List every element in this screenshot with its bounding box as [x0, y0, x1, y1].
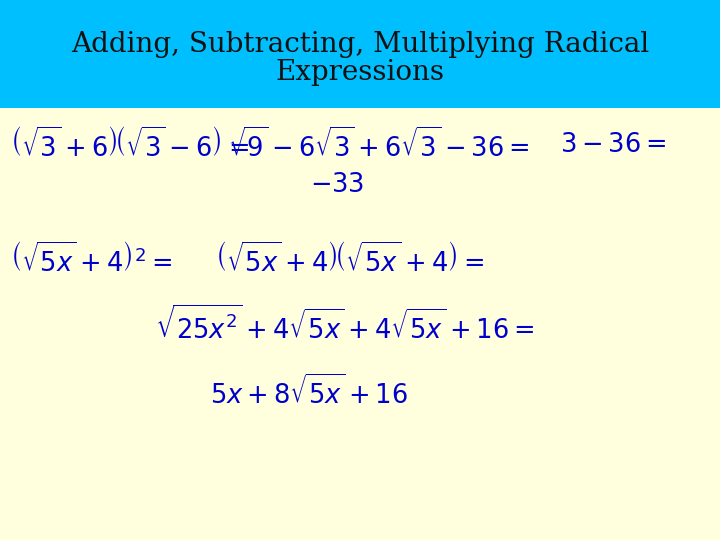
Text: $3-36=$: $3-36=$ — [560, 132, 667, 158]
Text: Expressions: Expressions — [276, 58, 444, 85]
Text: $\sqrt{25x^{2}}+4\sqrt{5x}+4\sqrt{5x}+16=$: $\sqrt{25x^{2}}+4\sqrt{5x}+4\sqrt{5x}+16… — [155, 306, 534, 345]
Text: $\left(\sqrt{5x}+4\right)^{2}=$: $\left(\sqrt{5x}+4\right)^{2}=$ — [10, 242, 172, 278]
Text: $\sqrt{9}-6\sqrt{3}+6\sqrt{3}-36=$: $\sqrt{9}-6\sqrt{3}+6\sqrt{3}-36=$ — [228, 127, 529, 163]
Text: $\left(\sqrt{5x}+4\right)\!\left(\sqrt{5x}+4\right)=$: $\left(\sqrt{5x}+4\right)\!\left(\sqrt{5… — [215, 242, 485, 278]
FancyBboxPatch shape — [0, 0, 720, 108]
Text: $\left(\sqrt{3}+6\right)\!\left(\sqrt{3}-6\right)=$: $\left(\sqrt{3}+6\right)\!\left(\sqrt{3}… — [10, 127, 249, 163]
Text: $-33$: $-33$ — [310, 172, 364, 198]
Text: $5x+8\sqrt{5x}+16$: $5x+8\sqrt{5x}+16$ — [210, 375, 408, 409]
Text: Adding, Subtracting, Multiplying Radical: Adding, Subtracting, Multiplying Radical — [71, 30, 649, 57]
